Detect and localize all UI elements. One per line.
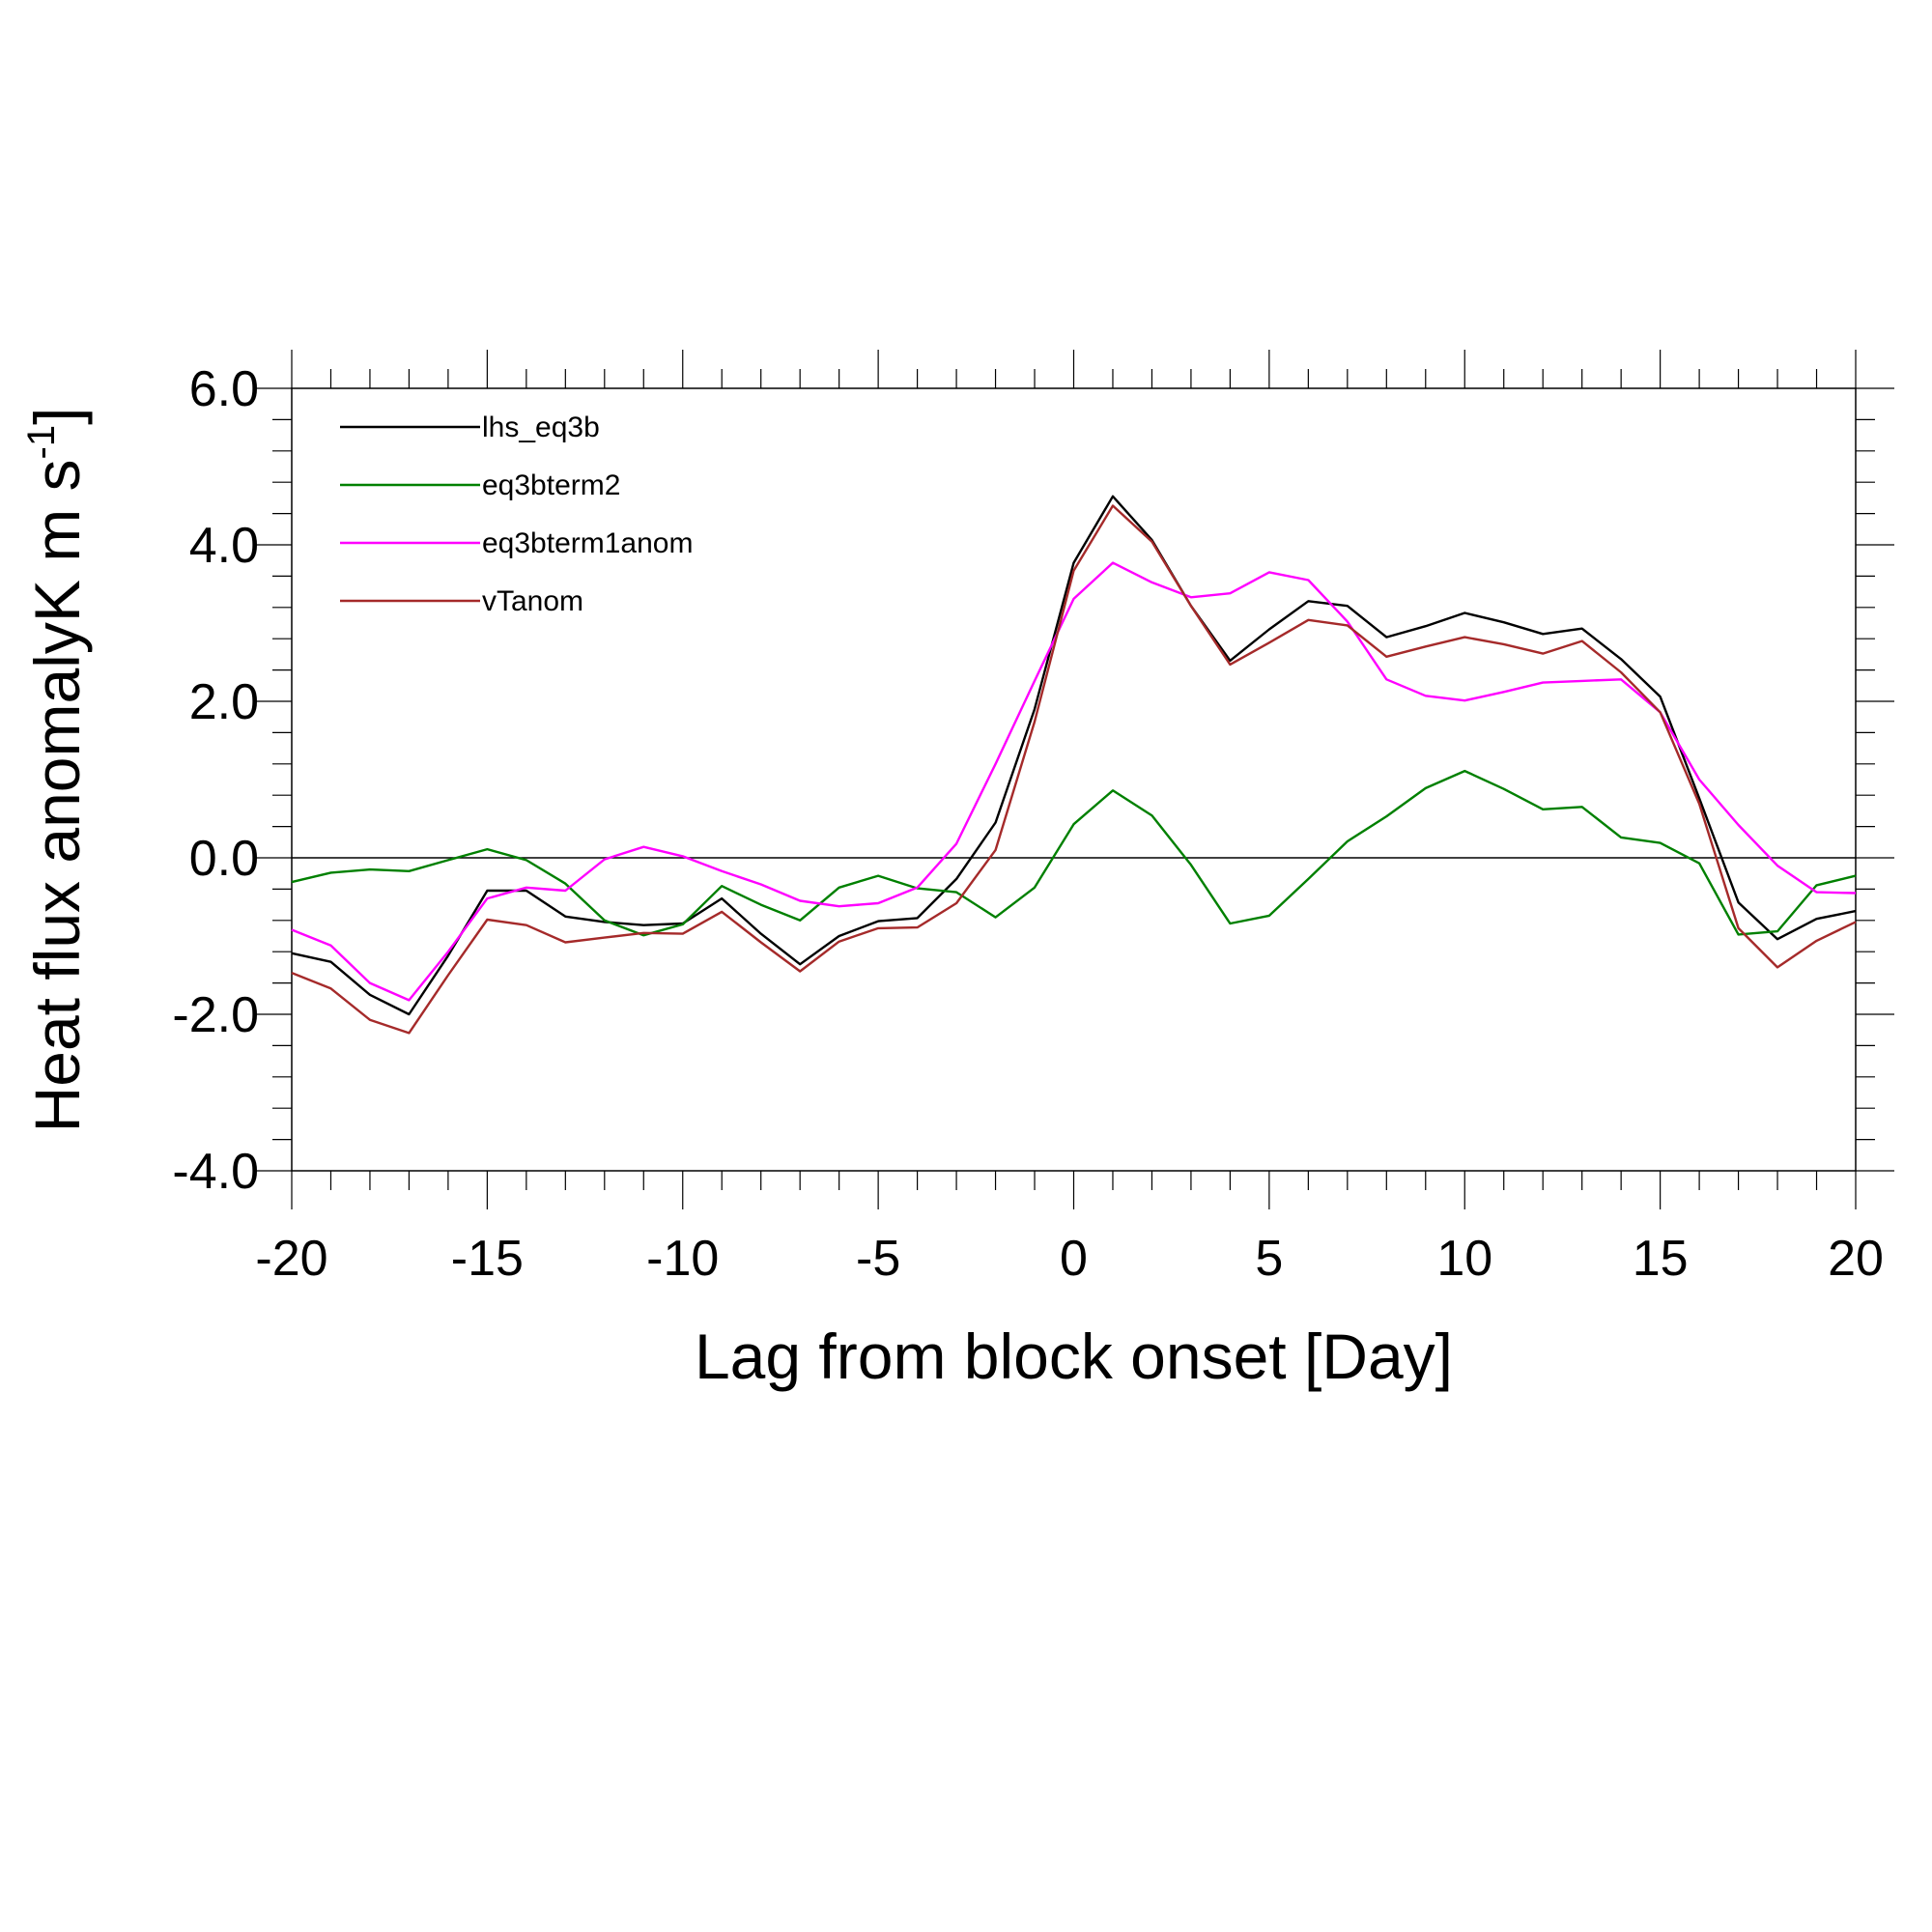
y-tick-label: 6.0 [189, 361, 259, 417]
x-tick-label: 10 [1436, 1231, 1492, 1287]
y-tick-label: 2.0 [189, 674, 259, 730]
series-line-lhs_eq3b [291, 495, 1857, 1016]
x-tick-label: 15 [1633, 1231, 1689, 1287]
y-tick-label: 0.0 [189, 831, 259, 887]
legend-label: lhs_eq3b [482, 412, 600, 443]
plot-frame [291, 387, 1857, 1172]
tick-marks [253, 350, 1894, 1209]
legend: lhs_eq3b eq3bterm2 eq3bterm1anom vTanom [340, 412, 693, 617]
y-tick-label: -4.0 [172, 1144, 259, 1200]
x-tick-label: 0 [1060, 1231, 1088, 1287]
x-tick-label: -20 [255, 1231, 327, 1287]
series-lines [291, 495, 1857, 1035]
x-tick-label: 5 [1255, 1231, 1283, 1287]
x-tick-label: -15 [451, 1231, 524, 1287]
x-tick-label: 20 [1828, 1231, 1884, 1287]
legend-label: eq3bterm1anom [482, 527, 693, 559]
y-axis-title-bracket: ] [21, 408, 93, 425]
legend-label: vTanom [482, 585, 583, 617]
x-tick-label: -10 [646, 1231, 719, 1287]
series-line-eq3bterm2 [291, 769, 1857, 937]
series-line-vTanom [291, 504, 1857, 1035]
x-tick-labels: -20 -15 -10 -5 0 5 10 15 20 [255, 1231, 1884, 1287]
y-tick-label: -2.0 [172, 987, 259, 1043]
y-axis-title-superscript: -1 [20, 425, 63, 460]
y-axis-title-main: Heat flux anomalyK m s [21, 459, 93, 1132]
y-tick-label: 4.0 [189, 518, 259, 574]
y-axis-title: Heat flux anomalyK m s-1] [20, 408, 93, 1133]
legend-label: eq3bterm2 [482, 469, 620, 501]
x-tick-label: -5 [856, 1231, 900, 1287]
y-tick-labels: -4.0 -2.0 0.0 2.0 4.0 6.0 [172, 361, 259, 1200]
series-line-eq3bterm1anom [291, 561, 1857, 1002]
x-axis-title: Lag from block onset [Day] [695, 1321, 1453, 1392]
